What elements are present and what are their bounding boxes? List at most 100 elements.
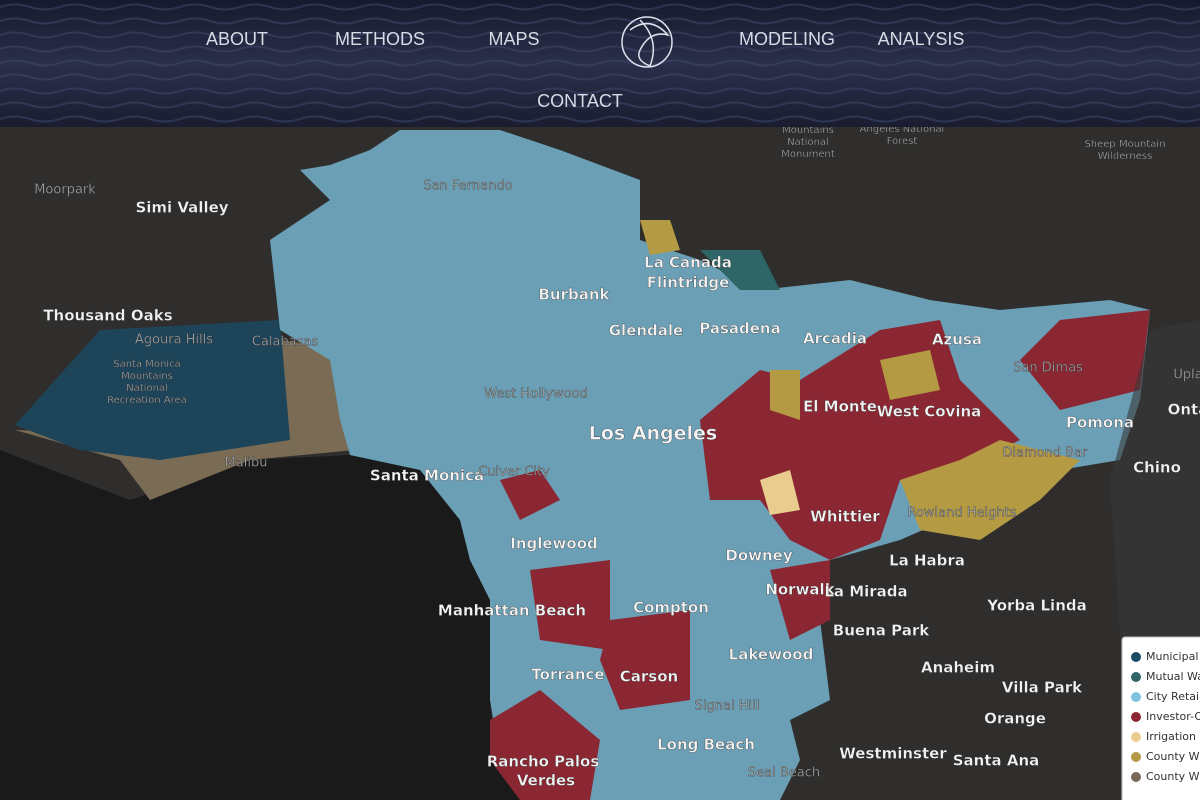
place-label: Orange	[984, 710, 1046, 728]
logo[interactable]	[621, 16, 673, 68]
place-label: Diamond Bar	[1002, 446, 1088, 461]
legend-items: Municipal Mutual Wa City Retai Investor-O Ir…	[1131, 650, 1200, 783]
legend-swatch	[1131, 712, 1141, 722]
place-label: Forest	[887, 136, 918, 147]
legend-swatch	[1131, 692, 1141, 702]
place-label: Recreation Area	[107, 395, 187, 406]
nav-link[interactable]: MODELING	[739, 29, 835, 49]
place-label: San Dimas	[1013, 361, 1083, 376]
place-label: El Monte	[803, 398, 877, 416]
place-label: Yorba Linda	[986, 597, 1087, 615]
legend-label: County W	[1146, 750, 1200, 763]
region	[530, 560, 610, 650]
place-label: Mountains	[121, 371, 173, 382]
map	[0, 127, 1200, 800]
place-label: Glendale	[609, 322, 683, 340]
place-label: Seal Beach	[748, 766, 820, 781]
municipal-region	[15, 320, 290, 460]
place-label: West Hollywood	[484, 387, 588, 402]
place-label: Norwalk	[765, 581, 835, 599]
place-label: Culver City	[478, 465, 550, 480]
legend-swatch	[1131, 772, 1141, 782]
place-label: Monument	[781, 149, 835, 160]
place-label: Pomona	[1066, 414, 1134, 432]
place-label: Verdes	[517, 772, 575, 790]
nav-link[interactable]: MAPS	[488, 29, 539, 49]
header-waves	[0, 0, 1200, 127]
mutual-region	[700, 250, 780, 290]
legend-label: Irrigation D	[1146, 730, 1200, 743]
nav-link[interactable]: ABOUT	[206, 29, 268, 49]
place-label: Chino	[1133, 459, 1181, 477]
region	[600, 610, 690, 710]
place-label: Anaheim	[921, 659, 995, 677]
nav-link[interactable]: CONTACT	[537, 91, 623, 111]
place-label: Manhattan Beach	[438, 602, 586, 620]
legend-swatch	[1131, 732, 1141, 742]
place-label: Signal Hill	[695, 699, 760, 714]
legend-box	[1121, 636, 1200, 800]
nav-link[interactable]: METHODS	[335, 29, 425, 49]
place-label: Torrance	[531, 666, 604, 684]
place-label: Rancho Palos	[487, 753, 600, 771]
place-label: Malibu	[225, 456, 268, 471]
place-label: Agoura Hills	[135, 333, 213, 348]
legend-label: City Retai	[1146, 690, 1199, 703]
legend-swatch	[1131, 752, 1141, 762]
legend-swatch	[1131, 672, 1141, 682]
region	[900, 440, 1080, 540]
region	[1020, 310, 1150, 410]
legend-label: County W	[1146, 770, 1200, 783]
region	[490, 690, 600, 800]
header: ABOUT METHODS MAPS MODELING ANALYSIS CONTACT	[0, 0, 1200, 127]
region	[640, 220, 680, 255]
county-region	[15, 340, 355, 500]
region	[770, 370, 800, 420]
legend-swatch	[1131, 652, 1141, 662]
place-label: Rowland Heights	[908, 506, 1017, 521]
place-label: Long Beach	[657, 736, 755, 754]
place-label: Sheep Mountain	[1084, 139, 1165, 150]
county-water-regions	[640, 220, 1080, 540]
place-label: Onta	[1168, 401, 1200, 419]
place-label: Burbank	[538, 286, 610, 304]
place-label: Santa Monica	[113, 359, 181, 370]
place-label: Villa Park	[1002, 679, 1083, 697]
map-labels: Moorpark Simi Valley Thousand Oaks Agoura H…	[34, 124, 1200, 790]
region	[770, 560, 830, 640]
legend-label: Municipal	[1146, 650, 1198, 663]
place-label: Compton	[633, 599, 709, 617]
irrigation-region	[760, 470, 800, 515]
place-label: La Mirada	[824, 583, 907, 601]
place-label: National	[787, 137, 829, 148]
legend: Municipal Mutual Wa City Retai Investor-O Ir…	[1121, 636, 1200, 800]
place-label: Santa Ana	[953, 752, 1040, 770]
place-label: San Fernando	[423, 179, 512, 194]
ocean	[0, 450, 540, 800]
place-label: Angeles National	[860, 124, 945, 135]
place-label: Downey	[725, 547, 792, 565]
place-label: Upla	[1173, 368, 1200, 383]
nav-link[interactable]: ANALYSIS	[878, 29, 965, 49]
place-label: Wilderness	[1098, 151, 1153, 162]
region	[500, 470, 560, 520]
place-label: Whittier	[810, 508, 880, 526]
place-label: Inglewood	[510, 535, 598, 553]
place-label: West Covina	[877, 403, 982, 421]
place-label: Mountains	[782, 125, 834, 136]
place-label: Thousand Oaks	[43, 307, 172, 325]
place-label: Westminster	[839, 745, 947, 763]
place-label: Simi Valley	[135, 199, 228, 217]
legend-label: Investor-O	[1146, 710, 1200, 723]
place-label: Flintridge	[647, 274, 730, 292]
place-label: La Canada	[644, 254, 732, 272]
place-label: Los Angeles	[589, 423, 718, 445]
region	[880, 350, 940, 400]
place-label: Arcadia	[803, 330, 867, 348]
place-label: National	[126, 383, 168, 394]
nav: ABOUT METHODS MAPS MODELING ANALYSIS CONTACT	[206, 29, 964, 111]
place-label: Azusa	[932, 331, 982, 349]
legend-label: Mutual Wa	[1146, 670, 1200, 683]
